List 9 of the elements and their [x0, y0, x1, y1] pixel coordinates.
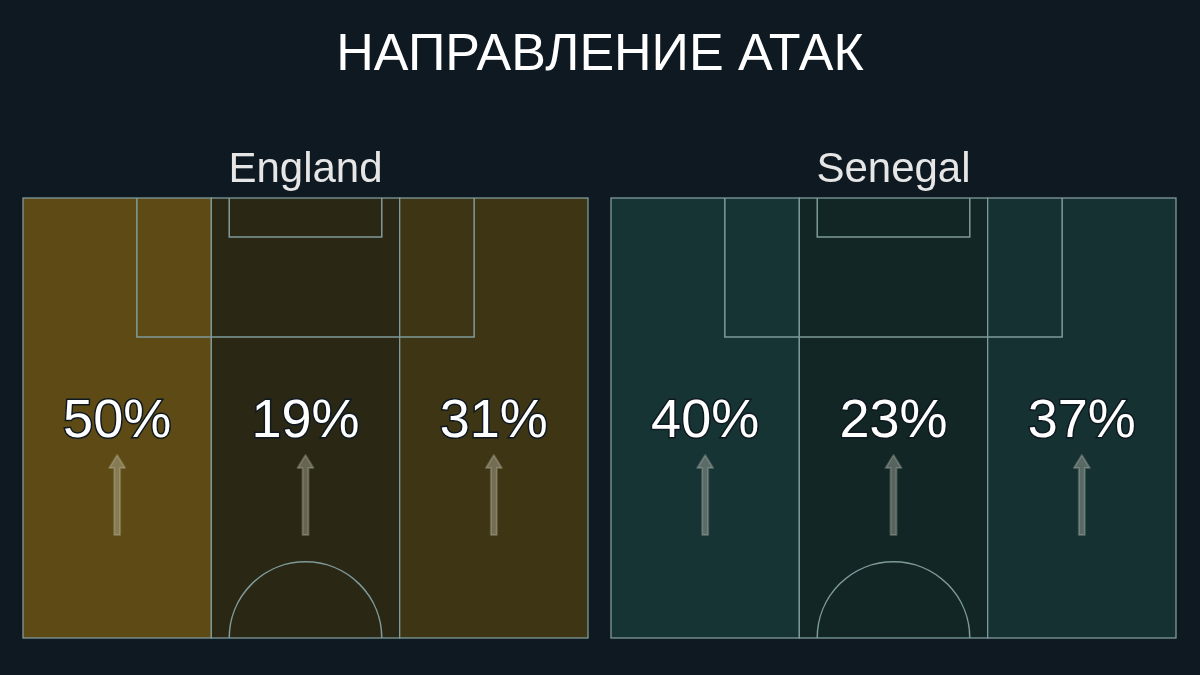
text: England [228, 144, 383, 191]
data-label: 23% [839, 388, 948, 448]
data-label: 37% [1027, 388, 1136, 448]
text: Senegal [816, 144, 971, 191]
data-label: 50% [63, 388, 172, 448]
data-label: 31% [439, 388, 548, 448]
text: НАПРАВЛЕНИЕ АТАК [336, 23, 864, 81]
data-label: 40% [651, 388, 760, 448]
data-label: 19% [251, 388, 360, 448]
